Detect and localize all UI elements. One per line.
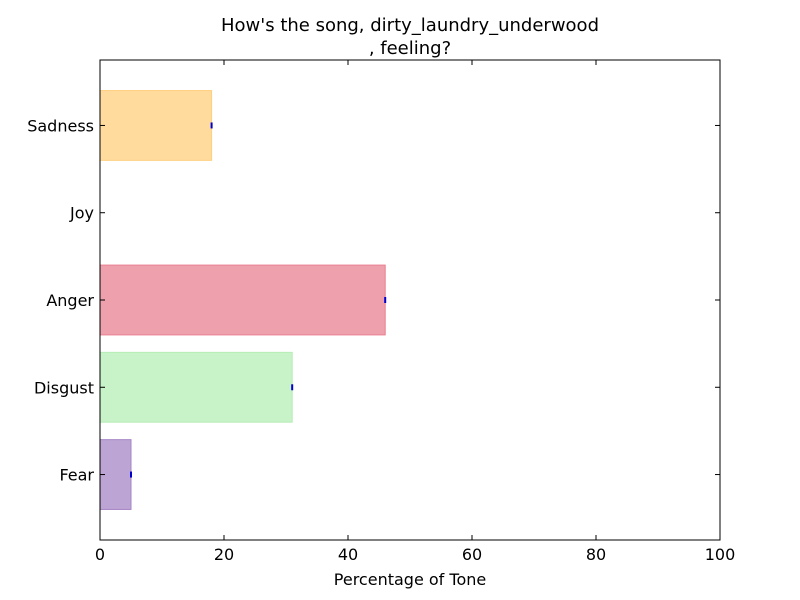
x-tick-label: 60: [462, 545, 482, 564]
bar-disgust: [99, 351, 293, 423]
x-tick-label: 100: [705, 545, 736, 564]
y-tick-label-sadness: Sadness: [27, 116, 94, 135]
x-tick-label: 80: [586, 545, 606, 564]
chart-title-line-2: , feeling?: [369, 38, 451, 59]
x-tick-label: 20: [214, 545, 234, 564]
y-tick-label-fear: Fear: [59, 466, 94, 485]
plot-frame: [99, 59, 721, 541]
y-tick-label-disgust: Disgust: [34, 378, 94, 397]
x-tick-label: 40: [338, 545, 358, 564]
bar-fear: [99, 439, 132, 510]
bars-layer: [99, 90, 387, 510]
bar-anger: [99, 264, 386, 336]
y-tick-label-joy: Joy: [69, 204, 94, 223]
x-axis-label: Percentage of Tone: [334, 570, 486, 589]
ticks-layer: Fear Disgust Anger Joy Sadness 0 20 40 60 80 100: [27, 60, 735, 564]
x-tick-label: 0: [95, 545, 105, 564]
bar-sadness: [99, 90, 213, 161]
chart-title-line-1: How's the song, dirty_laundry_underwood: [221, 15, 599, 36]
y-tick-label-anger: Anger: [46, 291, 94, 310]
